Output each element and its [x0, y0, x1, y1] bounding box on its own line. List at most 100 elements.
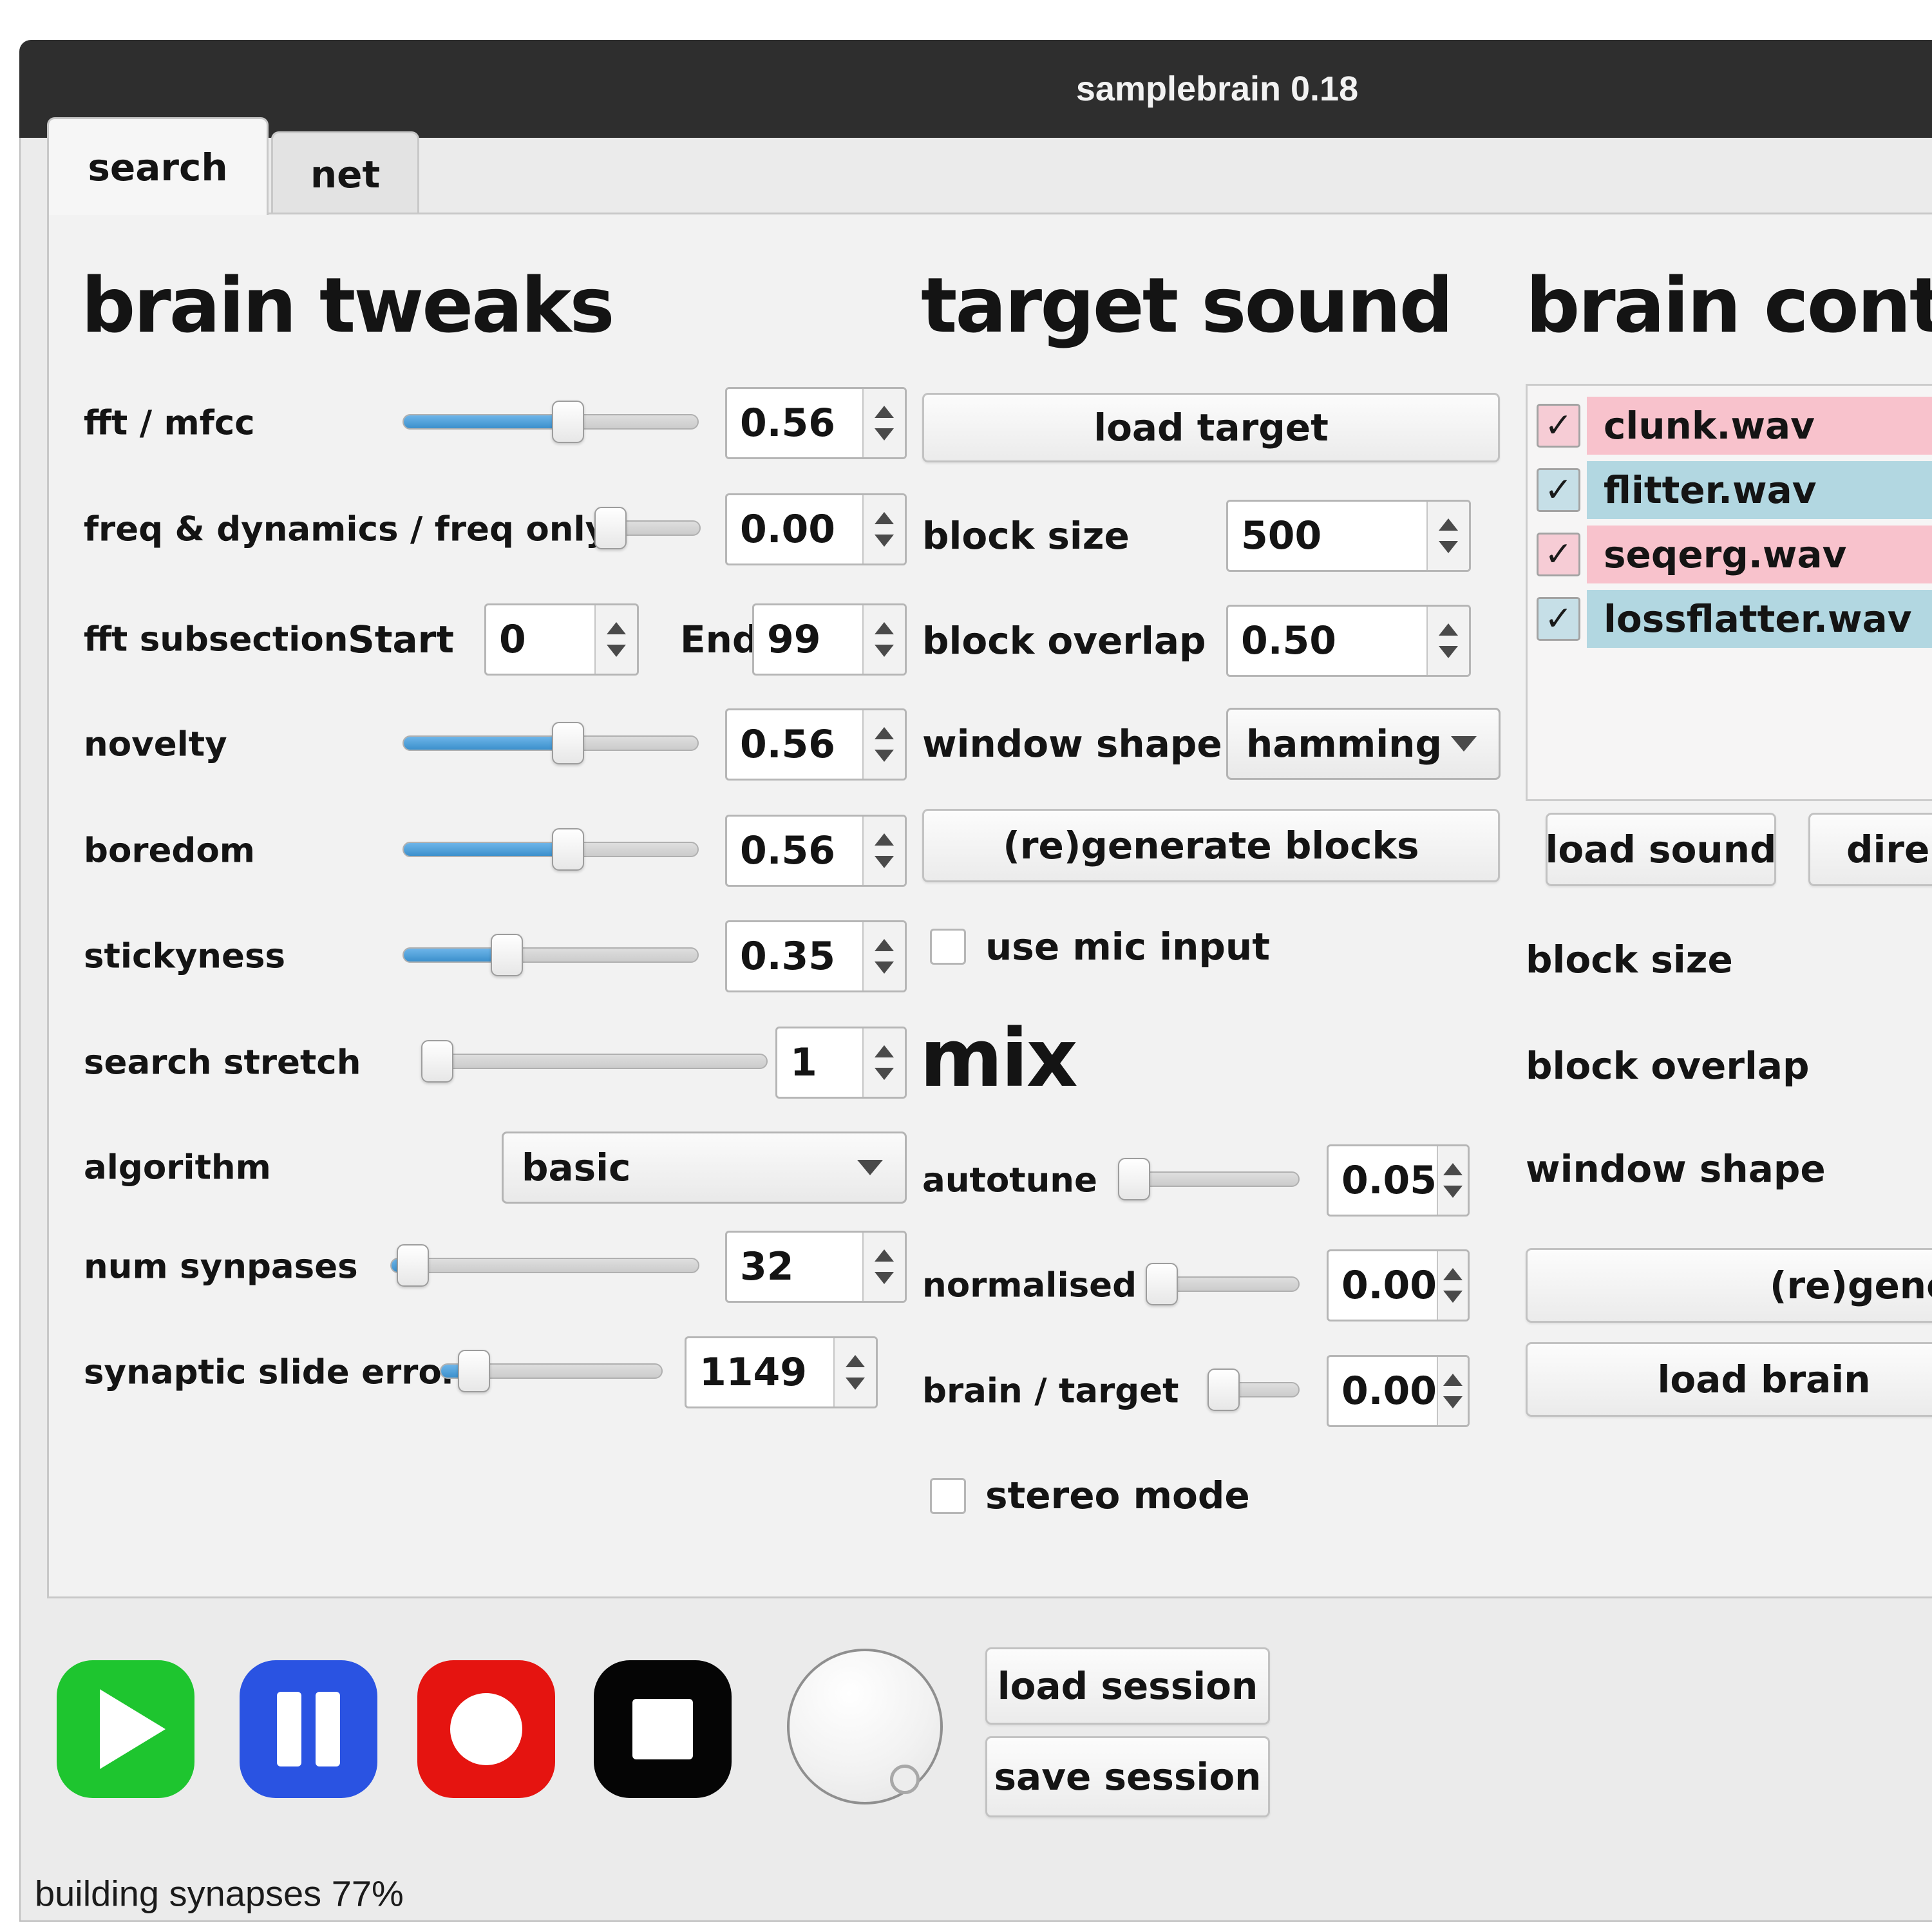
pause-button[interactable] — [240, 1660, 377, 1798]
autotune-slider[interactable] — [1118, 1158, 1300, 1200]
spin-down-icon[interactable] — [875, 856, 894, 868]
num-synpases-spin-buttons[interactable] — [862, 1233, 905, 1301]
novelty-spinbox[interactable]: 0.56 — [725, 708, 907, 781]
spin-down-icon[interactable] — [875, 428, 894, 440]
normalised-slider[interactable] — [1146, 1263, 1300, 1305]
freq-dynamics-slider-handle[interactable] — [594, 507, 627, 549]
spin-up-icon[interactable] — [607, 622, 626, 634]
search-stretch-slider-handle[interactable] — [421, 1040, 453, 1083]
sample-checkbox[interactable]: ✓ — [1537, 597, 1580, 641]
sample-name[interactable]: seqerg.wav — [1587, 526, 1932, 583]
spin-down-icon[interactable] — [875, 645, 894, 657]
use-mic-checkbox[interactable] — [930, 929, 966, 965]
normalised-slider-handle[interactable] — [1146, 1263, 1178, 1305]
autotune-spin-buttons[interactable] — [1437, 1146, 1468, 1215]
synaptic-slide-error-spin-buttons[interactable] — [833, 1338, 876, 1406]
sample-checkbox[interactable]: ✓ — [1537, 468, 1580, 512]
spin-down-icon[interactable] — [607, 645, 626, 657]
algorithm-dropdown[interactable]: basic — [502, 1132, 907, 1204]
fft-start-spin-buttons[interactable] — [594, 605, 637, 674]
spin-up-icon[interactable] — [875, 406, 894, 418]
spin-up-icon[interactable] — [875, 1045, 894, 1057]
normalised-spinbox[interactable]: 0.00 — [1327, 1249, 1470, 1321]
spin-up-icon[interactable] — [875, 939, 894, 951]
spin-down-icon[interactable] — [1443, 1186, 1463, 1198]
novelty-slider[interactable] — [402, 722, 699, 764]
spin-down-icon[interactable] — [1439, 541, 1458, 553]
spin-up-icon[interactable] — [875, 727, 894, 739]
list-item[interactable]: ✓ lossflatter.wav — [1530, 587, 1932, 651]
num-synpases-slider[interactable] — [390, 1244, 699, 1287]
block-size-spin-buttons[interactable] — [1426, 502, 1469, 570]
novelty-spin-buttons[interactable] — [862, 710, 905, 779]
brain-target-slider[interactable] — [1208, 1368, 1300, 1411]
record-button[interactable] — [417, 1660, 555, 1798]
fft-mfcc-spinbox[interactable]: 0.56 — [725, 387, 907, 459]
block-overlap-spinbox[interactable]: 0.50 — [1226, 605, 1471, 677]
spin-down-icon[interactable] — [875, 1272, 894, 1284]
novelty-slider-handle[interactable] — [552, 722, 585, 764]
sample-checkbox[interactable]: ✓ — [1537, 533, 1580, 576]
fft-end-spinbox[interactable]: 99 — [752, 603, 907, 676]
load-brain-button[interactable]: load brain — [1526, 1342, 1932, 1417]
spin-down-icon[interactable] — [875, 535, 894, 547]
boredom-slider-handle[interactable] — [552, 828, 585, 871]
list-item[interactable]: ✓ seqerg.wav — [1530, 522, 1932, 587]
fft-end-spin-buttons[interactable] — [862, 605, 905, 674]
spin-up-icon[interactable] — [1443, 1374, 1463, 1386]
spin-down-icon[interactable] — [875, 961, 894, 974]
fft-start-spinbox[interactable]: 0 — [484, 603, 639, 676]
play-button[interactable] — [57, 1660, 194, 1798]
autotune-slider-handle[interactable] — [1118, 1158, 1151, 1200]
directory-button[interactable]: dire — [1808, 813, 1932, 886]
stickyness-slider-handle[interactable] — [490, 934, 523, 976]
spin-up-icon[interactable] — [875, 622, 894, 634]
brain-regenerate-button[interactable]: (re)gener — [1526, 1248, 1932, 1323]
spin-down-icon[interactable] — [1443, 1291, 1463, 1303]
block-size-spinbox[interactable]: 500 — [1226, 500, 1471, 572]
list-item[interactable]: ✓ clunk.wav — [1530, 393, 1932, 458]
spin-up-icon[interactable] — [875, 833, 894, 846]
normalised-spin-buttons[interactable] — [1437, 1251, 1468, 1320]
brain-target-spinbox[interactable]: 0.00 — [1327, 1355, 1470, 1427]
title-bar[interactable] — [19, 40, 1932, 138]
regenerate-blocks-button[interactable]: (re)generate blocks — [922, 809, 1500, 882]
volume-knob[interactable] — [787, 1649, 943, 1804]
spin-up-icon[interactable] — [1439, 623, 1458, 636]
tab-search[interactable]: search — [47, 117, 269, 215]
list-item[interactable]: ✓ flitter.wav — [1530, 458, 1932, 522]
search-stretch-spin-buttons[interactable] — [862, 1028, 905, 1097]
boredom-spin-buttons[interactable] — [862, 817, 905, 885]
spin-down-icon[interactable] — [846, 1378, 865, 1390]
num-synpases-spinbox[interactable]: 32 — [725, 1231, 907, 1303]
autotune-spinbox[interactable]: 0.05 — [1327, 1144, 1470, 1217]
spin-down-icon[interactable] — [875, 1068, 894, 1080]
spin-up-icon[interactable] — [875, 1249, 894, 1262]
load-target-button[interactable]: load target — [922, 393, 1500, 462]
load-session-button[interactable]: load session — [985, 1647, 1270, 1725]
stickyness-slider[interactable] — [402, 934, 699, 976]
fft-mfcc-slider-handle[interactable] — [552, 401, 585, 443]
spin-up-icon[interactable] — [1439, 518, 1458, 531]
window-shape-dropdown[interactable]: hamming — [1226, 708, 1501, 780]
fft-mfcc-slider[interactable] — [402, 401, 699, 443]
search-stretch-slider[interactable] — [421, 1040, 768, 1083]
boredom-slider[interactable] — [402, 828, 699, 871]
freq-dynamics-slider[interactable] — [594, 507, 701, 549]
tab-net[interactable]: net — [271, 131, 419, 215]
sample-name[interactable]: clunk.wav — [1587, 397, 1932, 455]
brain-target-slider-handle[interactable] — [1208, 1368, 1240, 1411]
spin-up-icon[interactable] — [1443, 1163, 1463, 1175]
stereo-mode-checkbox[interactable] — [930, 1478, 966, 1514]
spin-down-icon[interactable] — [1443, 1396, 1463, 1408]
num-synpases-slider-handle[interactable] — [397, 1244, 430, 1287]
spin-down-icon[interactable] — [1439, 646, 1458, 658]
synaptic-slide-error-slider-handle[interactable] — [458, 1350, 491, 1392]
sample-checkbox[interactable]: ✓ — [1537, 404, 1580, 448]
fft-mfcc-spin-buttons[interactable] — [862, 389, 905, 457]
spin-up-icon[interactable] — [846, 1355, 865, 1367]
spin-up-icon[interactable] — [875, 512, 894, 524]
freq-dynamics-spinbox[interactable]: 0.00 — [725, 493, 907, 565]
spin-down-icon[interactable] — [875, 750, 894, 762]
synaptic-slide-error-spinbox[interactable]: 1149 — [685, 1336, 878, 1408]
